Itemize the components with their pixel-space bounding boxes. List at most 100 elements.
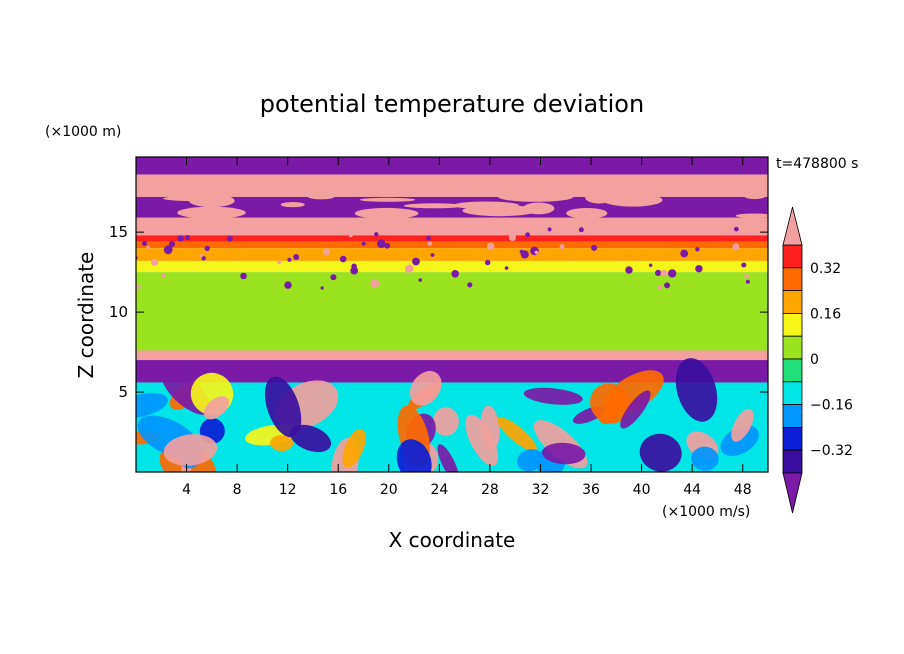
colorbar-tick-label: 0.16	[810, 306, 841, 322]
intrusion	[188, 194, 235, 208]
speckle	[467, 282, 473, 288]
x-tick-label: 44	[683, 482, 701, 498]
turbulent-eddy	[465, 414, 498, 466]
turbulent-eddy	[497, 417, 537, 452]
x-tick-label: 12	[279, 482, 297, 498]
speckle	[201, 256, 206, 261]
speckle	[744, 274, 749, 279]
y-unit-label: (×1000 m)	[45, 124, 121, 140]
intrusion	[602, 193, 663, 207]
chart-title: potential temperature deviation	[260, 90, 644, 118]
turbulent-eddy	[516, 449, 544, 472]
colorbar: 0.32 0.16 0 −0.16 −0.32	[782, 206, 853, 514]
colorbar-box	[782, 381, 803, 405]
x-tick-label: 36	[582, 482, 600, 498]
turbulent-eddy	[342, 428, 366, 468]
speckle	[168, 241, 175, 248]
speckle	[161, 273, 166, 278]
colorbar-tick-label: −0.32	[810, 443, 853, 459]
speckle	[287, 257, 292, 262]
intrusion	[735, 213, 768, 219]
speckle	[350, 266, 359, 275]
turbulent-eddy	[639, 433, 682, 472]
intrusion	[542, 188, 576, 199]
contour-layer	[136, 241, 768, 249]
contour-blobs	[136, 188, 768, 472]
intrusion	[741, 188, 768, 200]
speckle	[293, 254, 300, 260]
speckle	[745, 279, 750, 284]
intrusion	[585, 191, 614, 204]
turbulent-eddy	[523, 387, 583, 405]
speckle	[199, 254, 203, 258]
turbulent-eddy	[396, 439, 432, 472]
speckle	[649, 263, 653, 267]
x-tick-label: 32	[532, 482, 550, 498]
turbulent-eddy	[731, 408, 754, 442]
speckle	[377, 239, 386, 248]
intrusion	[359, 197, 416, 202]
speckle	[320, 286, 324, 290]
turbulent-eddy	[620, 390, 651, 429]
speckle	[664, 282, 671, 289]
speckle	[451, 270, 460, 278]
intrusion	[453, 201, 520, 210]
speckle	[430, 253, 435, 257]
turbulent-eddy	[409, 371, 442, 406]
x-tick-label: 28	[481, 482, 499, 498]
speckle	[427, 241, 433, 247]
contour-layer	[136, 248, 768, 261]
speckle	[660, 269, 668, 277]
speckle	[330, 274, 337, 281]
speckle	[732, 243, 740, 251]
speckle	[370, 279, 380, 288]
speckle	[237, 224, 247, 234]
y-tick-label: 10	[109, 303, 128, 321]
colorbar-box	[782, 244, 803, 269]
turbulent-eddy	[136, 393, 168, 418]
speckle	[136, 284, 141, 289]
turbulent-eddy	[264, 376, 302, 438]
turbulent-eddy	[270, 435, 294, 452]
contour-layer	[136, 217, 768, 236]
turbulent-eddy	[437, 444, 459, 472]
contour-layer	[136, 350, 768, 361]
speckle	[520, 250, 529, 259]
colorbar-box	[782, 358, 803, 383]
y-axis: 5 10 15	[109, 223, 768, 401]
x-unit-label: (×1000 m/s)	[662, 504, 750, 520]
speckle	[668, 269, 677, 278]
time-label: t=478800 s	[776, 156, 858, 172]
colorbar-box	[782, 335, 803, 360]
contour-layer	[136, 235, 768, 242]
contour-layer	[136, 174, 768, 197]
speckle	[151, 258, 159, 266]
intrusion	[177, 206, 246, 219]
speckle	[695, 247, 700, 252]
x-tick-label: 20	[380, 482, 398, 498]
speckle	[578, 227, 584, 233]
speckle	[741, 262, 747, 268]
speckle	[322, 248, 331, 256]
speckle	[655, 269, 662, 276]
speckle	[348, 233, 353, 238]
speckle	[185, 235, 191, 240]
contour-layer	[136, 272, 768, 351]
speckle	[226, 235, 233, 242]
x-tick-label: 4	[182, 482, 191, 498]
x-tick-label: 48	[734, 482, 752, 498]
speckle	[216, 225, 225, 234]
plot-area	[136, 157, 768, 472]
speckle	[591, 244, 598, 251]
speckle	[508, 233, 516, 241]
colorbar-bottom-arrow	[782, 472, 803, 514]
speckle	[146, 245, 150, 249]
contour-layer	[136, 260, 768, 273]
speckle	[405, 268, 409, 273]
speckle	[695, 265, 703, 273]
speckle	[240, 272, 247, 280]
plot-frame	[135, 156, 769, 473]
speckle	[277, 260, 282, 265]
speckle	[384, 242, 391, 249]
colorbar-box	[782, 267, 803, 291]
